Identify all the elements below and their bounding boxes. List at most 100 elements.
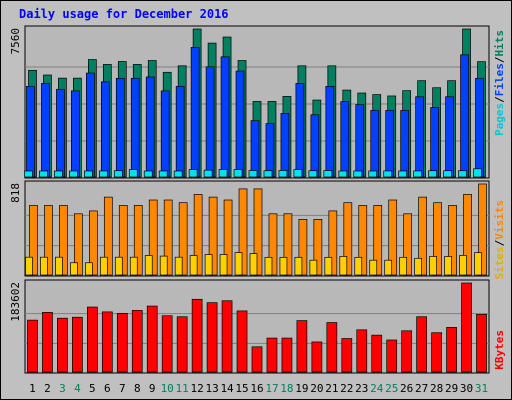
files-bar xyxy=(370,110,380,178)
x-tick-label: 28 xyxy=(430,382,443,395)
kbytes-bar xyxy=(311,341,323,373)
kbytes-bar xyxy=(116,312,128,373)
kbytes-bar xyxy=(416,316,427,373)
legend-kbytes: KBytes xyxy=(493,330,506,370)
kbytes-bar xyxy=(146,305,158,373)
kbytes-bar xyxy=(72,316,83,373)
kbytes-bar xyxy=(341,338,353,373)
files-bar xyxy=(280,113,290,178)
sites-bar xyxy=(324,256,333,276)
sites-bar xyxy=(234,252,243,276)
pages-bar xyxy=(24,170,33,178)
pages-bar xyxy=(248,170,258,178)
visits-bar xyxy=(118,205,128,276)
x-tick-label: 16 xyxy=(250,382,263,395)
sites-bar xyxy=(70,262,78,276)
kbytes-bar xyxy=(251,346,263,373)
visits-bar xyxy=(89,210,98,276)
visits-bar xyxy=(59,205,68,276)
sites-bar xyxy=(55,256,63,276)
legend-visits: Visits xyxy=(493,200,506,240)
kbytes-bar xyxy=(401,330,413,373)
x-tick-label: 30 xyxy=(460,382,473,395)
pages-bar xyxy=(428,170,437,178)
files-bar xyxy=(130,77,140,178)
files-bar xyxy=(460,54,469,178)
x-tick-label: 3 xyxy=(59,382,66,395)
legend-sep-1: / xyxy=(493,96,506,103)
sites-bar xyxy=(414,257,422,276)
files-bar xyxy=(295,83,305,178)
kbytes-bar xyxy=(386,339,398,373)
visits-bar xyxy=(163,199,173,276)
sites-bar xyxy=(384,259,393,276)
sites-bar xyxy=(474,252,482,276)
pages-bar xyxy=(128,169,138,178)
files-bar xyxy=(160,90,170,178)
sites-bar xyxy=(264,256,273,276)
x-tick-label: 24 xyxy=(370,382,384,395)
visits-bar xyxy=(74,213,83,276)
y-max-label: 818 xyxy=(9,183,22,203)
pages-bar xyxy=(278,170,288,178)
kbytes-bar xyxy=(57,317,68,373)
pages-bar xyxy=(323,170,333,178)
files-bar xyxy=(220,56,230,178)
pages-bar xyxy=(203,169,213,178)
visits-bar xyxy=(103,196,113,276)
files-bar xyxy=(445,96,454,178)
sites-bar xyxy=(144,255,153,276)
visits-bar xyxy=(268,213,278,276)
pages-bar xyxy=(143,170,153,178)
pages-bar xyxy=(98,170,108,178)
files-bar xyxy=(71,90,80,178)
x-tick-label: 13 xyxy=(205,382,218,395)
visits-bar xyxy=(463,194,472,276)
visits-bar xyxy=(133,205,143,276)
visits-bar xyxy=(193,194,203,276)
kbytes-bar xyxy=(236,310,248,373)
legend-pages: Pages xyxy=(493,102,506,136)
y-max-label: 7560 xyxy=(9,28,22,55)
files-bar xyxy=(26,86,35,178)
visits-bar xyxy=(148,199,158,276)
sites-bar xyxy=(339,256,348,276)
files-bar xyxy=(325,86,335,178)
kbytes-bar xyxy=(42,312,53,373)
x-tick-label: 4 xyxy=(74,382,81,395)
x-tick-label: 25 xyxy=(385,382,398,395)
files-bar xyxy=(100,81,110,178)
x-tick-label: 9 xyxy=(149,382,156,395)
chart-title: Daily usage for December 2016 xyxy=(19,7,229,21)
visits-bar xyxy=(433,202,442,276)
pages-bar xyxy=(218,169,228,178)
legend-sites: Sites xyxy=(493,246,506,280)
legend-sep-2: / xyxy=(493,56,506,64)
files-bar xyxy=(86,72,95,178)
sites-bar xyxy=(399,256,408,276)
x-tick-label: 26 xyxy=(400,382,413,395)
kbytes-bar xyxy=(161,315,173,373)
pages-bar xyxy=(173,170,183,178)
files-bar xyxy=(190,47,200,178)
x-tick-label: 5 xyxy=(89,382,96,395)
sites-bar xyxy=(99,256,108,276)
sites-bar xyxy=(459,255,467,276)
files-bar xyxy=(175,86,185,178)
x-tick-label: 27 xyxy=(415,382,428,395)
legend-mid: Sites/Visits xyxy=(493,200,506,280)
visits-bar xyxy=(29,205,38,276)
x-tick-label: 7 xyxy=(119,382,126,395)
sites-bar xyxy=(219,254,228,276)
visits-bar xyxy=(178,202,188,276)
kbytes-bar xyxy=(281,337,293,373)
files-bar xyxy=(475,77,484,178)
pages-bar xyxy=(69,170,78,178)
pages-bar xyxy=(293,169,303,178)
files-bar xyxy=(265,123,275,178)
pages-bar xyxy=(308,170,318,178)
x-tick-label: 10 xyxy=(161,382,174,395)
kbytes-bar xyxy=(87,306,98,373)
kbytes-bar xyxy=(431,332,442,373)
